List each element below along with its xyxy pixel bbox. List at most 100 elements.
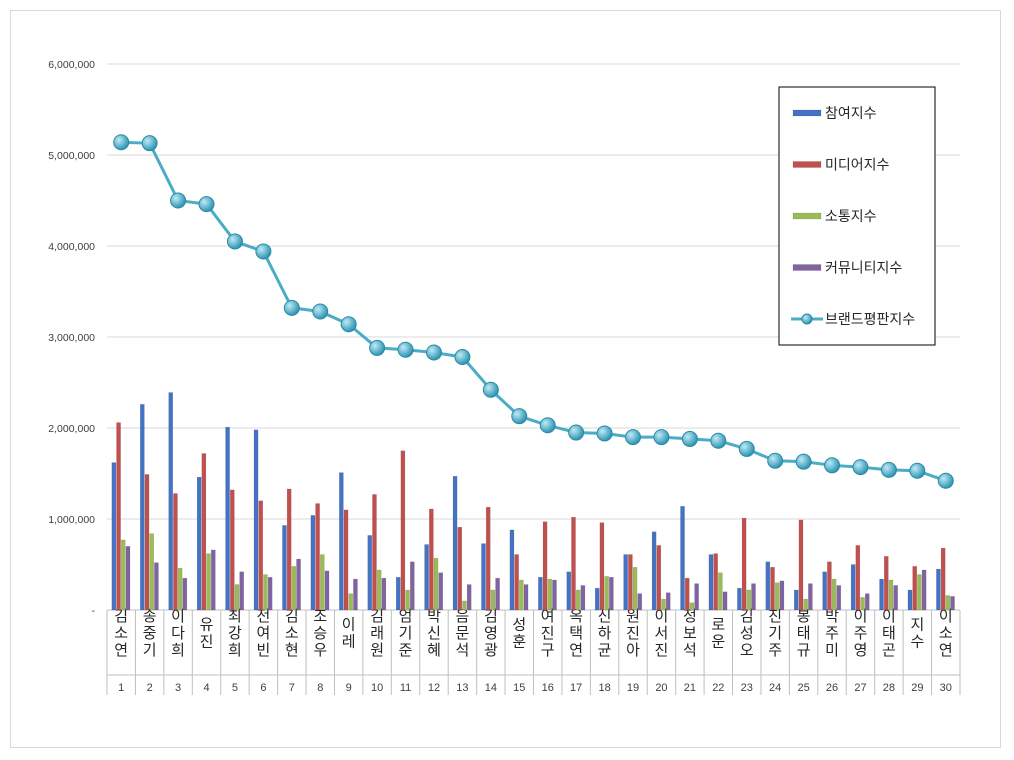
bar [258,500,264,611]
bar [684,577,690,611]
rank-label: 23 [741,682,753,694]
bar [490,589,496,611]
bar [746,589,752,611]
y-tick-label: 1,000,000 [48,514,95,526]
bar [718,572,723,611]
bar [291,566,297,611]
bar [831,578,837,611]
bar [372,494,377,611]
bar [936,568,941,611]
rank-label: 15 [513,682,525,694]
rank-label: 8 [317,682,323,694]
bar [708,554,714,611]
bar [173,493,178,611]
rank-label: 22 [712,682,724,694]
bar [547,578,553,611]
bar [140,404,145,611]
bar [230,489,235,611]
bar [864,593,870,611]
bar [267,576,273,611]
bar [376,569,382,611]
line-point [113,134,130,151]
line-point [141,135,158,152]
line-point [511,408,528,425]
bar [798,519,804,611]
bar [689,602,695,611]
line-point [539,417,556,434]
bar [850,564,856,611]
bar [154,562,159,611]
bar [144,474,150,611]
bar [116,422,121,611]
rank-label: 14 [485,682,497,694]
line-point [824,457,841,474]
bar [765,561,771,611]
bar [888,579,894,611]
bar [594,587,600,611]
bar [462,600,467,611]
bar [604,576,609,611]
legend-label: 소통지수 [825,208,877,224]
rank-label: 3 [175,682,181,694]
bar [893,585,898,611]
bar [168,392,174,611]
bar [609,576,614,611]
rank-label: 24 [769,682,781,694]
line-point [795,453,812,470]
bar [485,506,491,611]
line-point [283,299,300,316]
rank-label: 26 [826,682,838,694]
bar [405,589,410,611]
line-point [653,429,670,446]
bar [253,429,259,611]
rank-label: 4 [203,682,209,694]
bar [651,531,657,611]
bar [400,450,406,611]
bar [457,526,463,611]
bar [623,554,628,611]
legend-marker [801,313,813,325]
line-point [909,462,926,479]
bar [210,549,216,611]
bar [538,576,543,611]
bar [234,584,240,611]
bar [239,571,244,611]
line-point [568,424,585,441]
bar [822,571,828,611]
bar [656,545,662,611]
line-point [454,349,471,366]
bar [713,553,718,611]
line-point [226,233,243,250]
legend-label: 미디어지수 [825,157,890,173]
rank-label: 12 [428,682,440,694]
line-point [625,429,642,446]
y-tick-label: 5,000,000 [48,150,95,162]
line-point [255,243,272,260]
bar [542,521,548,611]
line-point [340,316,357,333]
bar [751,583,756,611]
line-point [397,341,414,358]
bar [353,578,358,611]
bar [793,589,799,611]
rank-label: 6 [260,682,266,694]
bar [481,543,486,611]
rank-label: 27 [854,682,866,694]
y-tick-label: 3,000,000 [48,332,95,344]
legend-label: 커뮤니티지수 [825,260,902,276]
bar [452,475,458,611]
bar [315,503,320,611]
